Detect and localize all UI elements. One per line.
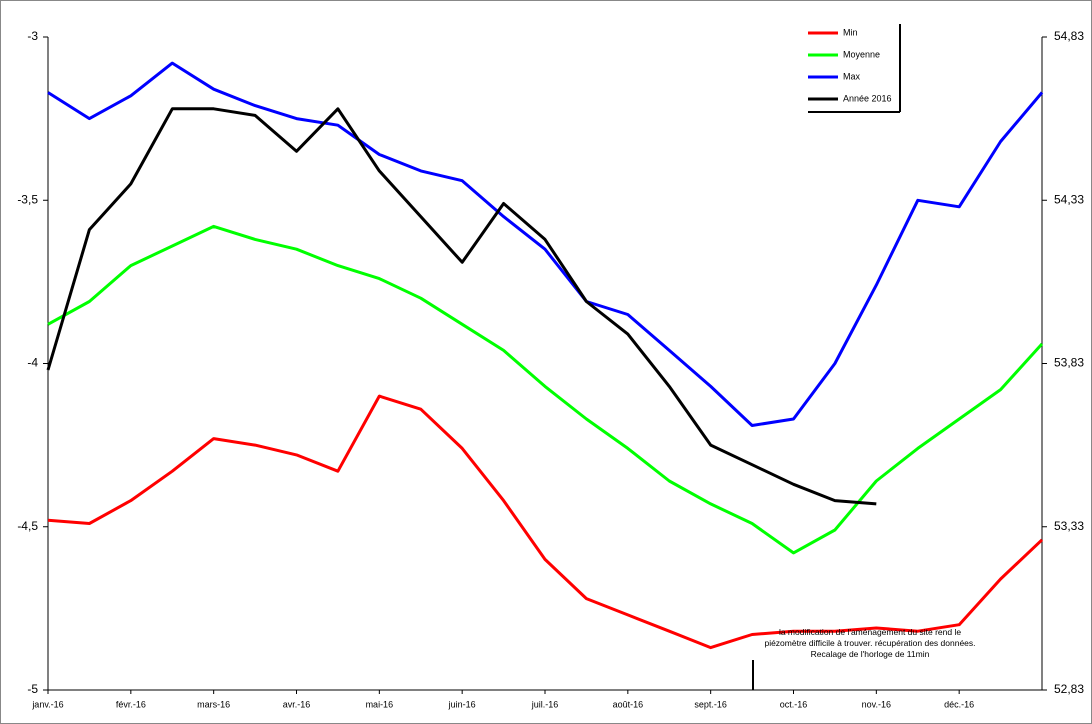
y-tick-label: -4,5 <box>17 519 38 533</box>
series-line <box>47 394 1044 650</box>
series-line <box>46 107 877 506</box>
legend-label: Année 2016 <box>843 93 892 103</box>
x-tick-label: nov.-16 <box>862 699 891 709</box>
x-tick-label: sept.-16 <box>694 699 727 709</box>
annotation: la modification de l'aménagement du site… <box>764 627 976 659</box>
y2-tick-label: 52,83 <box>1054 682 1084 696</box>
x-tick-label: mai-16 <box>366 699 394 709</box>
y-tick-label: -5 <box>27 682 38 696</box>
y-tick-label: -3,5 <box>17 192 38 206</box>
legend-label: Min <box>843 27 858 37</box>
x-tick-label: déc.-16 <box>944 699 974 709</box>
x-tick-label: juin-16 <box>448 699 476 709</box>
series-line <box>47 61 1044 427</box>
annotation-box: la modification de l'aménagement du site… <box>764 627 976 659</box>
x-tick-label: févr.-16 <box>116 699 146 709</box>
x-tick-label: janv.-16 <box>31 699 63 709</box>
legend-label: Max <box>843 71 861 81</box>
x-tick-label: avr.-16 <box>283 699 311 709</box>
y2-tick-label: 53,33 <box>1054 519 1084 533</box>
x-tick-label: oct.-16 <box>780 699 808 709</box>
y2-tick-label: 54,83 <box>1054 29 1084 43</box>
series-line <box>47 224 1044 555</box>
y2-tick-label: 54,33 <box>1054 192 1084 206</box>
y2-tick-label: 53,83 <box>1054 356 1084 370</box>
y-tick-label: -3 <box>27 29 38 43</box>
x-tick-label: août-16 <box>613 699 644 709</box>
y-tick-label: -4 <box>27 356 38 370</box>
x-tick-label: juil.-16 <box>531 699 559 709</box>
x-tick-label: mars-16 <box>197 699 230 709</box>
legend-label: Moyenne <box>843 49 880 59</box>
